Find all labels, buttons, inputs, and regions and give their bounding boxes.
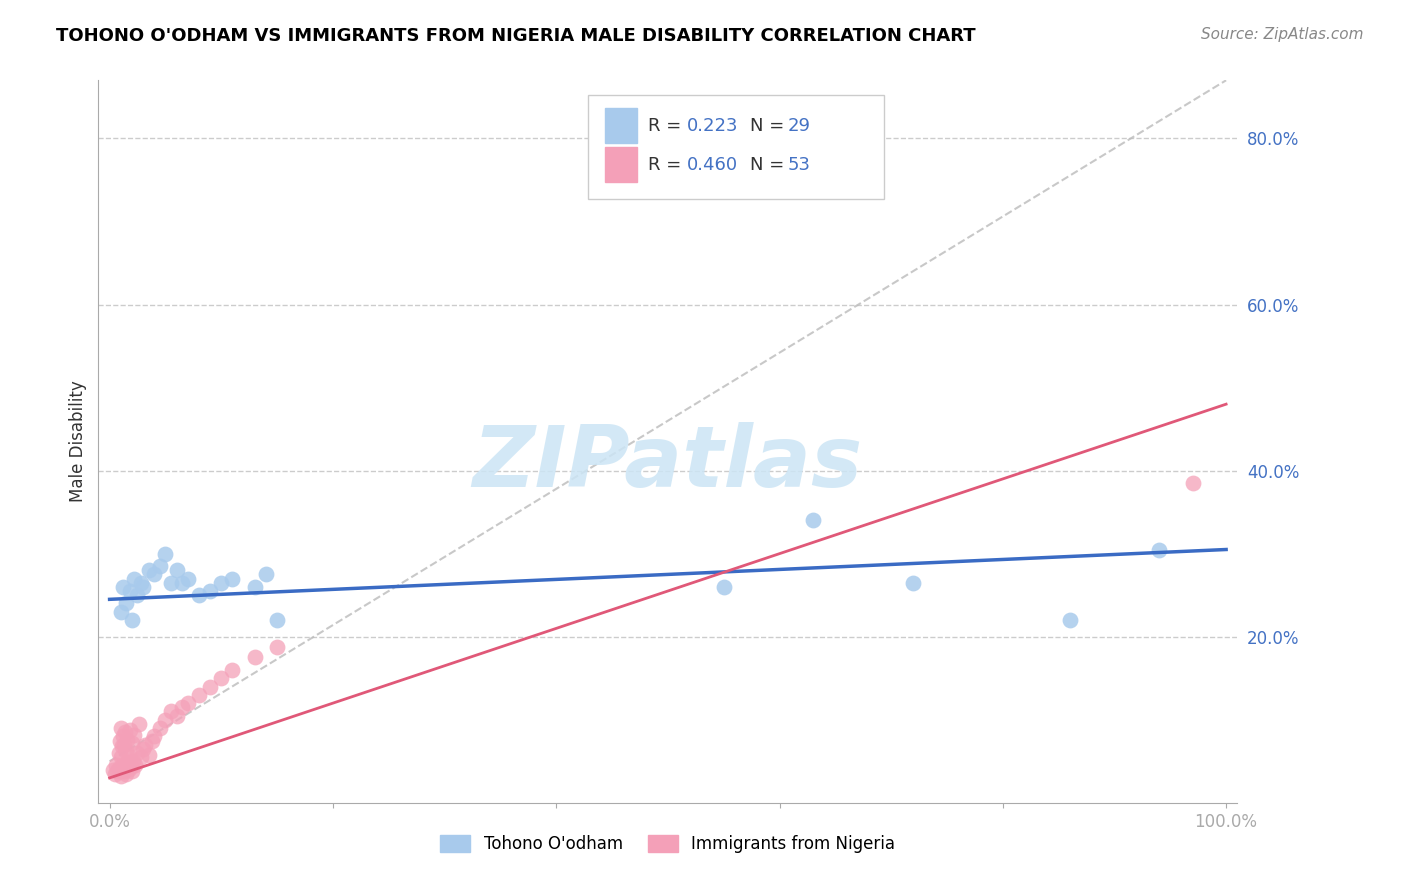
- Point: [149, 721, 172, 735]
- Point: [132, 580, 155, 594]
- FancyBboxPatch shape: [588, 95, 884, 200]
- Point: [198, 680, 221, 694]
- Point: [155, 547, 177, 561]
- Point: [101, 763, 124, 777]
- Point: [120, 759, 142, 773]
- Point: [128, 717, 150, 731]
- Point: [110, 721, 132, 735]
- Point: [118, 750, 141, 764]
- Point: [122, 754, 145, 768]
- Point: [138, 563, 160, 577]
- Point: [112, 738, 135, 752]
- Point: [105, 758, 128, 772]
- Point: [160, 705, 183, 719]
- Point: [117, 762, 139, 776]
- Point: [127, 588, 149, 602]
- Point: [110, 605, 132, 619]
- Point: [111, 580, 134, 594]
- Point: [177, 572, 200, 586]
- Point: [129, 750, 152, 764]
- Point: [114, 761, 136, 775]
- Point: [209, 575, 232, 590]
- Point: [132, 741, 155, 756]
- Point: [117, 756, 139, 770]
- Text: 29: 29: [787, 117, 810, 135]
- Point: [187, 688, 209, 702]
- Point: [108, 764, 131, 779]
- Bar: [605, 147, 637, 182]
- Text: ZIPatlas: ZIPatlas: [472, 422, 863, 505]
- Point: [172, 575, 194, 590]
- Point: [160, 575, 183, 590]
- Point: [143, 567, 166, 582]
- Point: [115, 597, 138, 611]
- Text: 0.223: 0.223: [688, 117, 738, 135]
- Point: [187, 588, 209, 602]
- Point: [221, 572, 243, 586]
- Point: [1147, 542, 1170, 557]
- Point: [243, 580, 266, 594]
- Point: [107, 761, 129, 775]
- Point: [110, 750, 132, 764]
- Point: [111, 739, 134, 754]
- Point: [221, 663, 243, 677]
- Point: [124, 757, 146, 772]
- Point: [108, 733, 131, 747]
- Text: R =: R =: [648, 117, 688, 135]
- Point: [134, 738, 156, 752]
- Point: [114, 725, 136, 739]
- Point: [127, 746, 149, 760]
- Text: TOHONO O'ODHAM VS IMMIGRANTS FROM NIGERIA MALE DISABILITY CORRELATION CHART: TOHONO O'ODHAM VS IMMIGRANTS FROM NIGERI…: [56, 27, 976, 45]
- Point: [166, 563, 188, 577]
- Point: [209, 671, 232, 685]
- Point: [122, 728, 145, 742]
- Point: [121, 764, 143, 779]
- Point: [254, 567, 277, 582]
- Point: [129, 575, 152, 590]
- Point: [121, 613, 143, 627]
- Text: 53: 53: [787, 156, 810, 174]
- Point: [111, 730, 134, 744]
- Point: [1059, 613, 1081, 627]
- Point: [172, 700, 194, 714]
- Point: [112, 764, 135, 779]
- Point: [141, 733, 163, 747]
- Point: [110, 769, 132, 783]
- Point: [122, 572, 145, 586]
- Point: [121, 736, 143, 750]
- Point: [107, 746, 129, 760]
- Point: [713, 580, 735, 594]
- Text: N =: N =: [749, 117, 790, 135]
- Point: [177, 696, 200, 710]
- Point: [243, 650, 266, 665]
- Point: [143, 730, 166, 744]
- Y-axis label: Male Disability: Male Disability: [69, 381, 87, 502]
- Point: [903, 575, 925, 590]
- Point: [155, 713, 177, 727]
- Point: [166, 708, 188, 723]
- Point: [138, 747, 160, 762]
- Point: [118, 584, 141, 599]
- Point: [266, 613, 288, 627]
- Point: [111, 758, 134, 772]
- Legend: Tohono O'odham, Immigrants from Nigeria: Tohono O'odham, Immigrants from Nigeria: [434, 828, 901, 860]
- Point: [115, 744, 138, 758]
- Point: [111, 763, 134, 777]
- Text: Source: ZipAtlas.com: Source: ZipAtlas.com: [1201, 27, 1364, 42]
- Point: [1181, 476, 1204, 491]
- Text: N =: N =: [749, 156, 790, 174]
- Point: [104, 766, 127, 780]
- Point: [118, 723, 141, 737]
- Point: [117, 732, 139, 747]
- Point: [801, 513, 824, 527]
- Bar: [605, 109, 637, 143]
- Text: 0.460: 0.460: [688, 156, 738, 174]
- Text: R =: R =: [648, 156, 688, 174]
- Point: [198, 584, 221, 599]
- Point: [266, 640, 288, 654]
- Point: [115, 766, 138, 780]
- Point: [149, 559, 172, 574]
- Point: [107, 764, 129, 779]
